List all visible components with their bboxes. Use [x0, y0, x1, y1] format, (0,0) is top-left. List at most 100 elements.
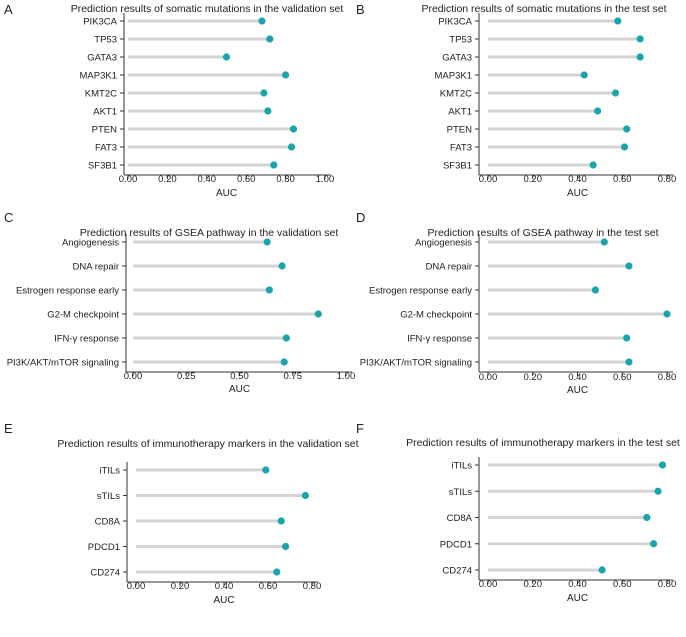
x-tick-label: 1.00: [316, 174, 335, 185]
category-label: CD8A: [447, 513, 473, 524]
panel-label: D: [356, 210, 365, 225]
panel-e: E Prediction results of immunotherapy mar…: [4, 421, 359, 606]
panel-f: F Prediction results of immunotherapy mar…: [356, 421, 680, 604]
lollipop-dot: [591, 286, 600, 294]
lollipop-dot: [301, 491, 309, 500]
lollipop-dot: [600, 238, 608, 246]
category-label: MAP3K1: [80, 71, 118, 82]
category-label: PTEN: [92, 125, 117, 136]
lollipop-dot: [282, 71, 290, 79]
x-tick-label: 0.00: [479, 372, 498, 383]
lollipop-dot: [623, 334, 631, 342]
category-label: SF3B1: [88, 161, 117, 172]
panel-title: Prediction results of GSEA pathway in th…: [80, 227, 339, 239]
x-tick-label: 0.50: [230, 371, 249, 382]
category-label: TP53: [94, 35, 117, 46]
category-label: sTILs: [449, 487, 472, 498]
x-tick-label: 0.60: [613, 579, 632, 590]
x-tick-label: 0.00: [124, 371, 143, 382]
x-tick-label: 0.20: [524, 579, 543, 590]
category-label: CD274: [442, 566, 472, 577]
panel-title: Prediction results of immunotherapy mark…: [57, 438, 358, 450]
panel-a: A Prediction results of somatic mutations…: [4, 2, 343, 199]
panel-label: B: [356, 2, 365, 17]
lollipop-dot: [270, 161, 278, 169]
lollipop-dot: [580, 71, 588, 79]
panel-c: C Prediction results of GSEA pathway in t…: [4, 210, 355, 395]
lollipop-dot: [262, 466, 270, 474]
panel-d: D Prediction results of GSEA pathway in t…: [356, 210, 676, 396]
x-tick-label: 0.00: [119, 174, 138, 185]
x-tick-label: 0.60: [237, 174, 256, 185]
lollipop-dot: [222, 53, 231, 61]
category-label: Estrogen response early: [369, 286, 472, 297]
category-label: DNA repair: [426, 262, 472, 273]
x-tick-label: 0.20: [524, 174, 543, 185]
x-tick-label: 0.75: [284, 371, 303, 382]
category-label: SF3B1: [443, 161, 472, 172]
category-label: PI3K/AKT/mTOR signaling: [7, 358, 119, 369]
x-axis-label: AUC: [567, 188, 588, 199]
x-tick-label: 0.00: [479, 174, 498, 185]
lollipop-dot: [263, 238, 271, 246]
category-label: KMT2C: [85, 89, 117, 100]
x-axis-label: AUC: [213, 595, 234, 606]
lollipop-dot: [663, 310, 671, 318]
lollipop-dot: [282, 334, 290, 342]
category-label: IFN-γ response: [54, 334, 119, 345]
x-tick-label: 0.40: [198, 174, 217, 185]
category-label: PI3K/AKT/mTOR signaling: [360, 358, 472, 369]
lollipop-dot: [280, 358, 288, 366]
x-tick-label: 0.80: [276, 174, 295, 185]
category-label: FAT3: [95, 143, 117, 154]
lollipop-dot: [643, 513, 651, 522]
category-label: AKT1: [448, 107, 472, 118]
lollipop-dot: [260, 89, 268, 97]
x-tick-label: 0.60: [613, 174, 632, 185]
category-label: PTEN: [447, 125, 472, 136]
category-label: G2-M checkpoint: [400, 310, 472, 321]
category-label: CD274: [90, 568, 120, 579]
lollipop-dot: [654, 487, 662, 495]
lollipop-dot: [636, 53, 644, 61]
x-tick-label: 0.80: [303, 581, 322, 592]
lollipop-dot: [289, 125, 298, 133]
x-axis-label: AUC: [567, 593, 588, 604]
lollipop-dot: [594, 107, 602, 115]
category-label: CD8A: [95, 517, 121, 528]
x-tick-label: 0.25: [177, 371, 196, 382]
x-tick-label: 0.80: [658, 174, 677, 185]
category-label: KMT2C: [440, 89, 472, 100]
x-tick-label: 0.60: [259, 581, 278, 592]
x-tick-label: 0.40: [568, 174, 587, 185]
lollipop-dot: [598, 566, 606, 574]
category-label: Angiogenesis: [415, 238, 472, 249]
category-label: GATA3: [87, 53, 117, 64]
lollipop-dot: [611, 89, 620, 97]
category-label: PIK3CA: [83, 17, 117, 28]
x-axis-label: AUC: [229, 384, 250, 395]
x-tick-label: 1.00: [337, 371, 356, 382]
category-label: DNA repair: [73, 262, 119, 273]
category-label: iTILs: [99, 466, 120, 477]
x-tick-label: 0.20: [171, 581, 190, 592]
lollipop-dot: [623, 125, 631, 133]
category-label: PDCD1: [440, 539, 472, 550]
lollipop-dot: [266, 35, 274, 43]
category-label: IFN-γ response: [407, 334, 472, 345]
lollipop-dot: [625, 358, 633, 366]
panel-title: Prediction results of somatic mutations …: [421, 3, 666, 15]
x-tick-label: 0.20: [524, 372, 543, 383]
category-label: Angiogenesis: [62, 238, 119, 249]
category-label: FAT3: [450, 143, 472, 154]
lollipop-dot: [614, 17, 622, 25]
category-label: G2-M checkpoint: [47, 310, 119, 321]
lollipop-dot: [282, 542, 290, 551]
category-label: Estrogen response early: [16, 286, 119, 297]
category-label: MAP3K1: [435, 71, 473, 82]
x-tick-label: 0.80: [658, 579, 677, 590]
category-label: AKT1: [93, 107, 117, 118]
category-label: PDCD1: [88, 542, 120, 553]
category-label: PIK3CA: [438, 17, 472, 28]
lollipop-dot: [625, 262, 633, 270]
